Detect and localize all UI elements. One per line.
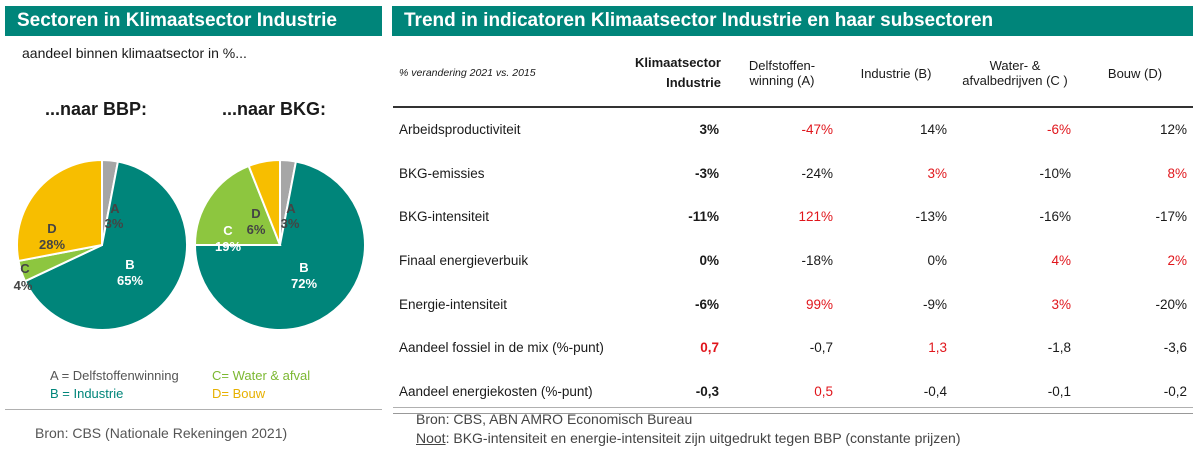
table-cell: -0,7 xyxy=(809,340,833,356)
note-text: : BKG-intensiteit en energie-intensiteit… xyxy=(445,430,961,446)
right-panel-title: Trend in indicatoren Klimaatsector Indus… xyxy=(392,6,1193,36)
table-cell: 3% xyxy=(927,165,947,181)
slice-value-label: 65% xyxy=(117,273,143,288)
legend-a: A = Delfstoffenwinning xyxy=(50,368,179,383)
pie-bkg-title: ...naar BKG: xyxy=(222,99,327,119)
legend-d: D= Bouw xyxy=(212,386,266,401)
table-cell: -3% xyxy=(694,165,719,181)
table-cell: -24% xyxy=(801,165,833,181)
table-cell: -6% xyxy=(694,296,719,312)
left-panel-subtitle: aandeel binnen klimaatsector in %... xyxy=(22,45,247,61)
trend-table: % verandering 2021 vs. 2015 Klimaatsecto… xyxy=(393,40,1193,415)
slice-value-label: 3% xyxy=(281,216,300,231)
table-row: Arbeidsproductiviteit 3% -47% 14% -6% 12% xyxy=(393,107,1193,152)
table-cell: -18% xyxy=(801,253,833,269)
table-row: Aandeel fossiel in de mix (%-punt) 0,7 -0,… xyxy=(393,326,1193,370)
table-cell: -17% xyxy=(1155,209,1187,225)
table-row: Finaal energieverbuik 0% -18% 0% 4% 2% xyxy=(393,239,1193,283)
slice-label: D xyxy=(251,206,260,221)
table-cell: -6% xyxy=(1046,122,1071,138)
table-caption: % verandering 2021 vs. 2015 xyxy=(393,40,615,108)
table-cell: -0,4 xyxy=(839,369,953,415)
right-note: Noot: BKG-intensiteit en energie-intensi… xyxy=(416,430,961,446)
row-label: Aandeel energiekosten (%-punt) xyxy=(393,369,615,415)
table-cell: 0% xyxy=(699,253,719,269)
note-label: Noot xyxy=(416,430,446,446)
table-cell: 99% xyxy=(805,296,833,312)
pie-bbp-title: ...naar BBP: xyxy=(45,99,148,119)
row-label: Aandeel fossiel in de mix (%-punt) xyxy=(399,340,604,356)
table-row: BKG-intensiteit -11% 121% -13% -16% -17% xyxy=(393,195,1193,239)
left-source: Bron: CBS (Nationale Rekeningen 2021) xyxy=(35,425,288,441)
table-cell: 0,5 xyxy=(725,369,839,415)
table-row: BKG-emissies -3% -24% 3% -10% 8% xyxy=(393,152,1193,196)
pie-charts: A3%B65%C4%D28%A3%B72%C19%D6% xyxy=(14,158,366,331)
row-label: BKG-emissies xyxy=(399,165,485,181)
table-cell: -3,6 xyxy=(1163,340,1187,356)
table-cell: -47% xyxy=(801,122,833,138)
slice-value-label: 72% xyxy=(291,276,317,291)
table-header-row: % verandering 2021 vs. 2015 Klimaatsecto… xyxy=(393,40,1193,108)
pie-slice-d xyxy=(16,158,103,263)
slice-value-label: 4% xyxy=(14,278,33,293)
pie-slice-d xyxy=(247,158,281,246)
table-cell: -1,8 xyxy=(1047,340,1071,356)
table-cell: -9% xyxy=(922,296,947,312)
table-cell: 3% xyxy=(699,122,719,138)
table-cell: 12% xyxy=(1159,122,1187,138)
slice-label: A xyxy=(286,201,296,216)
slice-value-label: 6% xyxy=(247,222,266,237)
slice-label: B xyxy=(125,257,134,272)
pie-slice-b xyxy=(23,160,188,331)
table-cell: -13% xyxy=(915,209,947,225)
table-cell: 8% xyxy=(1167,165,1187,181)
col-header-klimaatsector: Klimaatsector Industrie xyxy=(615,40,725,108)
row-label: Arbeidsproductiviteit xyxy=(399,122,521,138)
slice-label: C xyxy=(223,223,233,238)
table-cell: 3% xyxy=(1051,296,1071,312)
slice-value-label: 19% xyxy=(215,239,241,254)
col-header-delfstoffen: Delfstoffen- winning (A) xyxy=(725,40,839,108)
legend-b: B = Industrie xyxy=(50,386,124,401)
table-cell: 0,7 xyxy=(700,340,719,356)
table-cell: -11% xyxy=(688,209,719,225)
table-cell: -0,1 xyxy=(953,369,1077,415)
col-header-industrie: Industrie (B) xyxy=(839,40,953,108)
table-cell: -10% xyxy=(1039,165,1071,181)
pie-slice-c xyxy=(193,164,282,246)
table-cell: -0,2 xyxy=(1077,369,1193,415)
table-cell: 4% xyxy=(1051,253,1071,269)
slice-label: C xyxy=(20,261,30,276)
table-row: Aandeel energiekosten (%-punt) -0,3 0,5 -0,… xyxy=(393,369,1193,415)
slice-value-label: 28% xyxy=(39,237,65,252)
table-row: Energie-intensiteit -6% 99% -9% 3% -20% xyxy=(393,282,1193,326)
slice-label: D xyxy=(47,221,56,236)
table-cell: -20% xyxy=(1155,296,1187,312)
row-label: Finaal energieverbuik xyxy=(399,253,529,269)
right-source: Bron: CBS, ABN AMRO Economisch Bureau xyxy=(416,411,693,427)
table-cell: 1,3 xyxy=(928,340,947,356)
col-header-water-afval: Water- & afvalbedrijven (C ) xyxy=(953,40,1077,108)
col-header-bouw: Bouw (D) xyxy=(1077,40,1193,108)
table-cell: 0% xyxy=(927,253,947,269)
table-cell: -0,3 xyxy=(615,369,725,415)
table-cell: 14% xyxy=(919,122,947,138)
right-divider xyxy=(393,407,1193,408)
slice-value-label: 3% xyxy=(105,216,124,231)
table-cell: 121% xyxy=(798,209,833,225)
left-divider xyxy=(5,409,382,410)
legend-c: C= Water & afval xyxy=(212,368,311,383)
table-cell: -16% xyxy=(1039,209,1071,225)
slice-label: B xyxy=(299,260,308,275)
left-panel-title: Sectoren in Klimaatsector Industrie xyxy=(5,6,382,36)
slice-label: A xyxy=(110,201,120,216)
table-cell: 2% xyxy=(1167,253,1187,269)
row-label: BKG-intensiteit xyxy=(399,209,490,225)
row-label: Energie-intensiteit xyxy=(399,296,508,312)
